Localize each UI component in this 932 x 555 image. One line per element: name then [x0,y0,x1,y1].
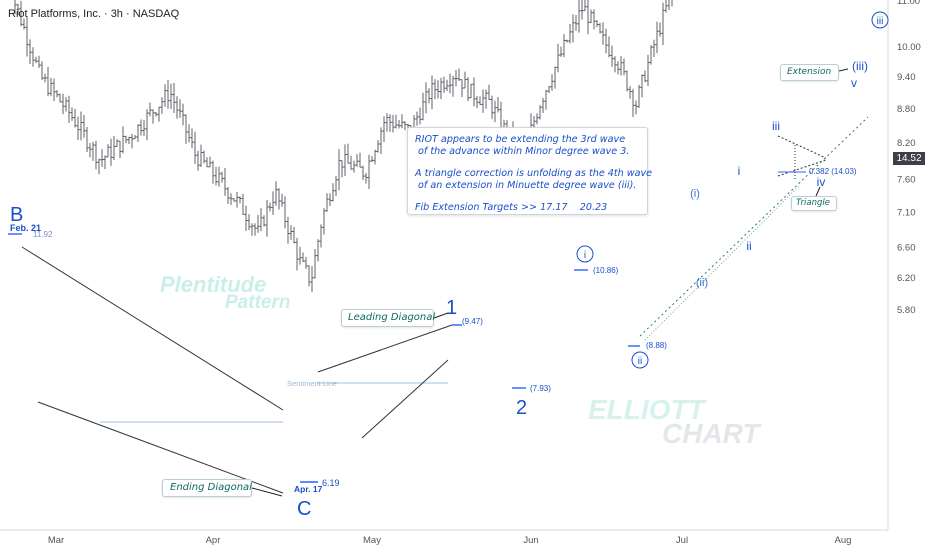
wave-label-circled-iii-ring [871,11,889,29]
callout-line-1: RIOT appears to be extending the 3rd wav… [415,134,626,145]
y-tick-label: 6.20 [897,273,916,284]
watermark-pattern: Pattern [225,292,290,313]
x-tick-label: Aug [835,535,852,546]
x-tick-label: Apr [206,535,221,546]
wave-label-circled-i: i [584,250,586,261]
triangle-upper [777,135,827,159]
y-tick-label: 6.60 [897,243,916,254]
leading-diagonal-arrow [433,312,449,319]
uptrend-channel [639,116,869,337]
triangle-tag: Triangle [791,196,837,211]
callout-line-3: A triangle correction is unfolding as th… [415,168,653,180]
wave-label-circled-ii: ii [638,356,642,367]
y-tick-label: 11.00 [897,0,920,7]
wave-label-iv: iv [817,175,826,189]
watermark-plentitude: Plentitude [160,272,266,297]
wave-ii-price-label: (8.88) [646,341,667,350]
leading-diagonal-tag: Leading Diagonal [341,309,435,327]
extension-tag: Extension [780,64,839,81]
triangle-arrow [815,186,821,197]
analysis-callout: RIOT appears to be extending the 3rd wav… [407,127,653,215]
watermark-chart: CHART [662,418,762,449]
current-price-badge: 14.52 [893,152,925,165]
x-tick-label: Jun [523,535,538,546]
wave-label-minor-ii: ii [746,239,751,253]
x-tick-label: May [363,535,381,546]
ending-diagonal-lower [37,401,284,494]
watermark-sentiment: Sentiment Line [287,379,337,388]
triangle-lower [777,159,827,177]
leading-diagonal-lower [361,359,449,439]
feb21-price-label: 11.92 [33,230,53,239]
ending-diagonal-tag: Ending Diagonal [162,479,252,497]
y-tick-label: 5.80 [897,305,916,316]
apr17-label: Apr. 17 [294,484,323,494]
wave-label-iii: iii [772,119,780,133]
y-tick-label: 10.00 [897,42,921,53]
wave-i-price-label: (10.86) [593,266,619,275]
feb21-label: Feb. 21 [10,223,41,233]
wave2-price-label: (7.93) [530,384,551,393]
chart-title: Riot Platforms, Inc. · 3h · NASDAQ [8,8,180,20]
wave-label-b: B [10,204,23,226]
y-tick-label: 8.20 [897,138,916,149]
x-tick-label: Mar [48,535,64,546]
wave-label-paren-i: (i) [690,188,700,200]
triangle-fib-label: 0.382 (14.03) [809,167,857,176]
wave-label-paren-iii: (iii) [852,59,868,73]
extension-arrow [838,68,849,72]
ending-diagonal-arrow [251,487,283,497]
wave-label-1: 1 [446,297,457,319]
apr-low-price-label: 6.19 [322,478,340,488]
y-tick-label: 7.60 [897,175,916,186]
y-tick-label: 9.40 [897,72,916,83]
wave-label-c: C [297,498,311,520]
wave-label-2: 2 [516,397,527,419]
wave-label-circled-i-ring [576,245,594,263]
wave-label-minor-i: i [738,164,741,178]
wave-label-v: v [851,76,857,90]
callout-line-2: of the advance within Minor degree wave … [415,145,630,157]
watermark-elliott: ELLIOTT [588,394,708,425]
wave-label-circled-iii: iii [877,16,884,27]
ending-diagonal-upper [21,246,284,411]
y-tick-label: 8.80 [897,104,916,115]
wave1-price-label: (9.47) [462,317,483,326]
callout-line-5: Fib Extension Targets >> 17.17 20.23 [415,202,608,214]
wave-label-paren-ii: (ii) [696,277,708,289]
x-tick-label: Jul [676,535,688,546]
callout-line-4: of an extension in Minuette degree wave … [415,179,637,191]
wave-label-circled-ii-ring [631,351,649,369]
y-tick-label: 7.10 [897,207,916,218]
leading-diagonal-upper [317,324,453,373]
uptrend-support [644,184,801,341]
